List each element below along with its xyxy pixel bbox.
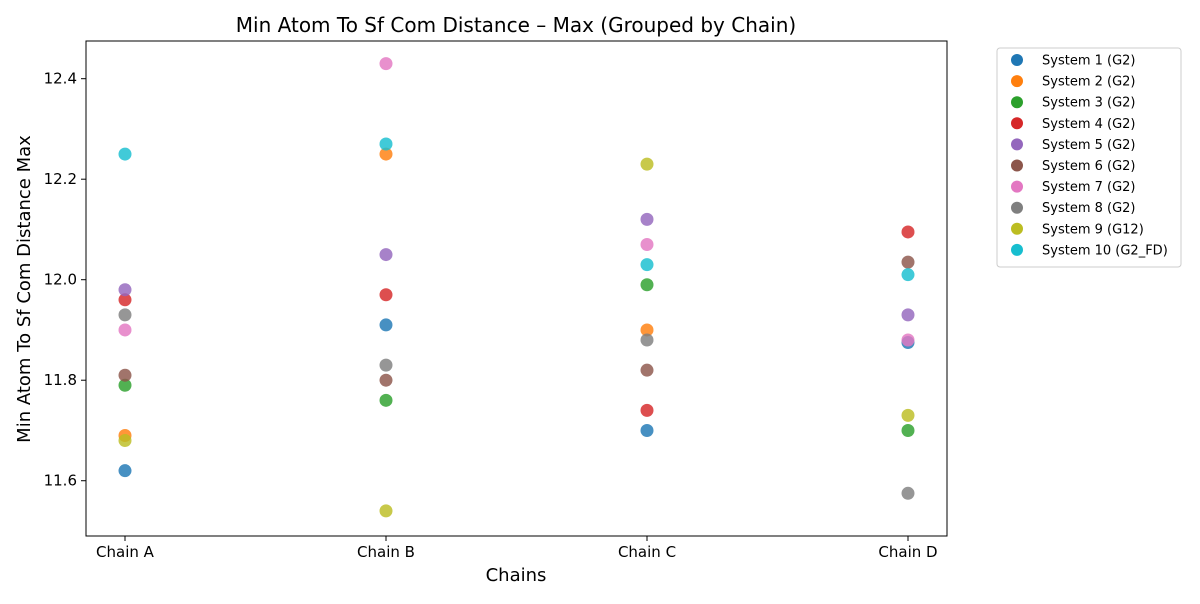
x-axis-title: Chains xyxy=(486,565,547,586)
legend-label: System 7 (G2) xyxy=(1042,180,1136,195)
data-point xyxy=(379,57,393,71)
y-tick-label: 12.4 xyxy=(44,70,77,88)
data-point xyxy=(379,504,393,518)
data-point xyxy=(118,308,132,322)
legend-label: System 1 (G2) xyxy=(1042,54,1136,69)
data-point xyxy=(640,323,654,337)
data-point xyxy=(640,363,654,377)
data-point xyxy=(379,373,393,387)
legend-marker xyxy=(1011,138,1023,151)
y-tick-label: 11.8 xyxy=(44,371,77,389)
data-point xyxy=(640,258,654,272)
data-point xyxy=(118,378,132,392)
legend-marker xyxy=(1011,117,1023,130)
legend-marker xyxy=(1011,54,1023,66)
data-point xyxy=(901,486,915,500)
x-tick-label: Chain A xyxy=(96,543,155,561)
data-point xyxy=(118,293,132,307)
data-point xyxy=(118,434,132,448)
data-point xyxy=(640,238,654,252)
legend-marker xyxy=(1011,75,1023,88)
data-point xyxy=(901,268,915,282)
y-tick-label: 11.6 xyxy=(44,472,77,490)
chart-title: Min Atom To Sf Com Distance – Max (Group… xyxy=(236,13,796,37)
x-tick-label: Chain B xyxy=(357,543,415,561)
data-point xyxy=(118,147,132,161)
legend-marker xyxy=(1011,243,1023,256)
legend-label: System 2 (G2) xyxy=(1042,75,1136,90)
plot-frame xyxy=(85,40,948,537)
legend: System 1 (G2) System 2 (G2) System 3 (G2) S… xyxy=(996,47,1182,268)
data-point xyxy=(379,393,393,407)
legend-label: System 3 (G2) xyxy=(1042,96,1136,111)
data-point xyxy=(901,408,915,422)
data-point xyxy=(901,333,915,347)
data-point xyxy=(379,358,393,372)
legend-label: System 5 (G2) xyxy=(1042,138,1136,153)
data-point xyxy=(379,248,393,262)
data-point xyxy=(379,318,393,332)
data-point xyxy=(118,323,132,337)
legend-label: System 9 (G12) xyxy=(1042,222,1144,237)
y-axis-title: Min Atom To Sf Com Distance Max xyxy=(14,135,35,443)
legend-marker xyxy=(1011,180,1023,193)
legend-marker xyxy=(1011,159,1023,172)
legend-label: System 4 (G2) xyxy=(1042,117,1136,132)
legend-label: System 8 (G2) xyxy=(1042,201,1136,216)
data-point xyxy=(640,403,654,417)
data-point xyxy=(640,278,654,292)
data-point xyxy=(640,212,654,226)
data-point xyxy=(640,333,654,347)
y-tick-label: 12.2 xyxy=(44,170,77,188)
legend-marker xyxy=(1011,222,1023,235)
x-tick-label: Chain D xyxy=(878,543,937,561)
legend-label: System 6 (G2) xyxy=(1042,159,1136,174)
x-tick-label: Chain C xyxy=(618,543,676,561)
data-point xyxy=(901,308,915,322)
data-point xyxy=(379,137,393,151)
data-point xyxy=(118,368,132,382)
legend-marker xyxy=(1011,96,1023,109)
y-tick-label: 12.0 xyxy=(44,271,77,289)
data-point xyxy=(640,157,654,171)
data-point xyxy=(901,255,915,269)
legend-marker xyxy=(1011,201,1023,214)
data-point xyxy=(379,288,393,302)
axes: 11.6 11.8 12.0 12.2 12.4 Chain A Chain B Chain … xyxy=(44,40,948,561)
data-point xyxy=(379,147,393,161)
legend-label: System 10 (G2_FD) xyxy=(1042,243,1168,258)
data-point xyxy=(118,283,132,297)
data-point xyxy=(118,464,132,478)
data-point xyxy=(901,423,915,437)
data-point xyxy=(640,423,654,437)
plot-area xyxy=(118,57,915,518)
legend-box xyxy=(996,47,1182,268)
data-point xyxy=(901,225,915,239)
